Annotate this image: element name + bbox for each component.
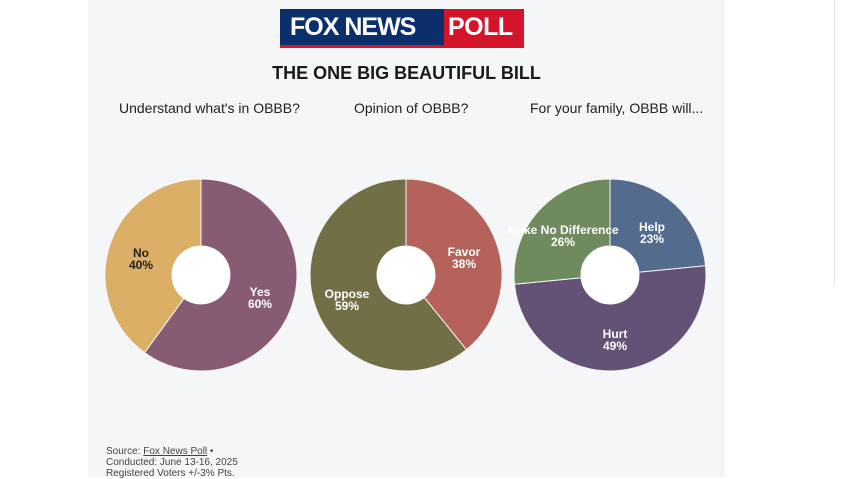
logo-fox-news-text: FOX NEWS — [290, 13, 416, 41]
logo-underline — [280, 45, 524, 48]
logo-poll: POLL — [444, 9, 524, 45]
label-yes: Yes — [250, 285, 271, 299]
fox-news-poll-logo: FOX NEWS POLL — [280, 9, 524, 48]
logo-poll-text: POLL — [448, 13, 513, 41]
page-title: THE ONE BIG BEAUTIFUL BILL — [272, 63, 541, 83]
value-oppose: 59% — [335, 299, 359, 313]
label-oppose: Oppose — [325, 287, 370, 301]
side-panel — [726, 0, 848, 477]
chart-1-title: Understand what's in OBBB? — [119, 100, 300, 116]
value-help: 23% — [640, 232, 664, 246]
footer-notes: Source: Fox News Poll • Conducted: June … — [106, 446, 238, 479]
source-prefix: Source: — [106, 446, 144, 457]
sample-note: Registered Voters +/-3% Pts. — [106, 468, 235, 479]
label-hurt: Hurt — [603, 327, 628, 341]
value-hurt: 49% — [603, 339, 627, 353]
source-link[interactable]: Fox News Poll — [143, 446, 208, 457]
donut-hole — [377, 246, 435, 304]
value-favor: 38% — [452, 257, 476, 271]
conducted-date: Conducted: June 13-16, 2025 — [106, 457, 238, 468]
chart-2-title: Opinion of OBBB? — [354, 100, 469, 116]
source-line: Source: Fox News Poll • — [106, 446, 238, 457]
chart-3-title: For your family, OBBB will... — [530, 100, 704, 116]
value-no: 40% — [129, 258, 153, 272]
donut-hole — [172, 246, 230, 304]
label-no: No — [133, 246, 149, 260]
donut-hole — [581, 246, 639, 304]
value-make-no-difference: 26% — [551, 235, 575, 249]
value-yes: 60% — [248, 297, 272, 311]
label-favor: Favor — [448, 245, 481, 259]
logo-fox-news: FOX NEWS — [280, 9, 444, 45]
label-help: Help — [639, 220, 665, 234]
label-make-no-difference: Make No Difference — [507, 223, 619, 237]
divider — [834, 0, 835, 285]
source-suffix: • — [207, 446, 214, 457]
